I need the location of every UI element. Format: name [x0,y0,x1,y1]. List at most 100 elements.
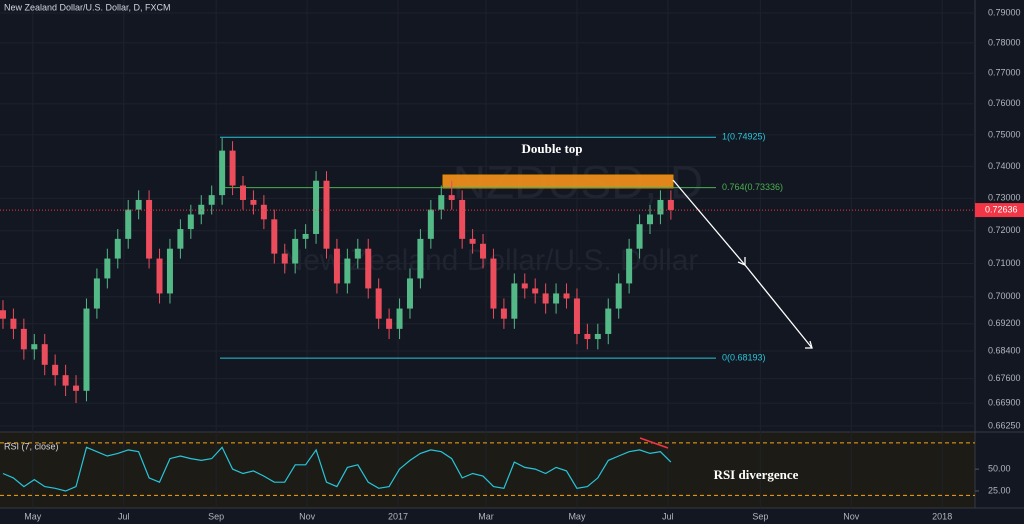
last-price-label: 0.72636 [985,204,1018,214]
candle-body [0,310,6,319]
fib-label: 1(0.74925) [722,132,766,142]
x-tick-label: 2017 [388,511,408,521]
candle-body [459,199,466,239]
y-tick-label: 0.73000 [988,193,1021,203]
candle-body [177,229,184,249]
candle-body [250,199,257,205]
y-tick-label: 0.78000 [988,37,1021,47]
candle-body [542,293,549,304]
candle-body [219,150,226,196]
candle-body [240,185,247,200]
y-tick-label: 0.69200 [988,318,1021,328]
candle-body [594,333,601,340]
candle-body [532,288,539,294]
candle-body [626,248,633,284]
candle-body [584,333,591,340]
divergence-line [639,437,669,449]
x-tick-label: Sep [208,511,224,521]
chart-title: New Zealand Dollar/U.S. Dollar, D, FXCM [4,2,171,12]
y-tick-label: 0.72000 [988,225,1021,235]
candle-body [260,204,267,220]
fib-label: 0(0.68193) [722,353,766,363]
plot [0,136,975,492]
candle-body [333,248,340,284]
candle-body [354,248,361,259]
x-tick-label: Mar [478,511,494,521]
y-tick-label: 0.70000 [988,291,1021,301]
candle-body [313,180,320,234]
candle-body [62,375,69,386]
x-tick-label: Jul [662,511,674,521]
candle-body [73,385,80,391]
candle-body [396,308,403,329]
candle-body [417,238,424,279]
x-tick-label: Jul [118,511,130,521]
fib-label: 0.764(0.73336) [722,182,783,192]
grid [0,0,1024,509]
rsi-line [2,446,672,492]
x-tick-label: Sep [752,511,768,521]
candle-body [615,283,622,309]
annotation: Double top [521,141,582,156]
candle-body [438,195,445,210]
candle-body [229,150,236,186]
candle-body [500,308,507,319]
x-tick-label: 2018 [932,511,952,521]
candle-body [511,283,518,319]
candle-body [323,180,330,249]
candle-body [20,328,27,350]
x-tick-label: May [568,511,586,521]
x-tick-label: May [24,511,42,521]
candle-body [292,238,299,264]
candle-body [647,214,653,225]
candle-body [31,344,38,350]
candle-body [427,209,434,239]
candle-body [281,253,288,264]
candle-body [406,278,413,309]
candle-body [208,195,215,205]
candle-body [667,199,674,210]
candle-body [271,219,278,254]
y-tick-label: 0.75000 [988,129,1021,139]
rsi-tick-label: 50.00 [988,464,1011,474]
y-tick-label: 0.71000 [988,258,1021,268]
candle-body [135,199,142,210]
resistance-zone [442,174,674,189]
candle-body [365,248,372,289]
candle-body [52,364,59,376]
x-tick-label: Nov [843,511,860,521]
candle-body [521,283,528,289]
candle-body [469,238,476,244]
candle-body [83,308,90,391]
y-tick-label: 0.68400 [988,345,1021,355]
candle-body [10,318,17,329]
candle-body [605,308,612,334]
rsi-tick-label: 25.00 [988,485,1011,495]
candle-body [573,298,580,334]
rsi-label: RSI (7, close) [4,441,59,451]
candle-body [187,214,194,230]
candle-body [448,195,455,200]
candle-body [657,199,664,215]
candle-body [93,278,100,309]
candle-body [41,344,48,365]
candle-body [166,248,173,294]
candle-body [344,258,351,284]
candle-body [302,233,309,239]
y-tick-label: 0.77000 [988,68,1021,78]
watermark-description: New Zealand Dollar/U.S. Dollar [282,244,699,277]
candle-body [386,318,393,329]
candle-body [146,199,153,259]
arrow-head [737,257,746,266]
candle-body [156,258,163,294]
candle-body [125,209,132,239]
last-price-box [975,203,1024,218]
y-tick-label: 0.67600 [988,373,1021,383]
candle-body [563,293,570,299]
candle-body [375,288,382,319]
y-tick-label: 0.66250 [988,420,1021,430]
candle-body [490,258,497,309]
candle-body [553,293,560,304]
